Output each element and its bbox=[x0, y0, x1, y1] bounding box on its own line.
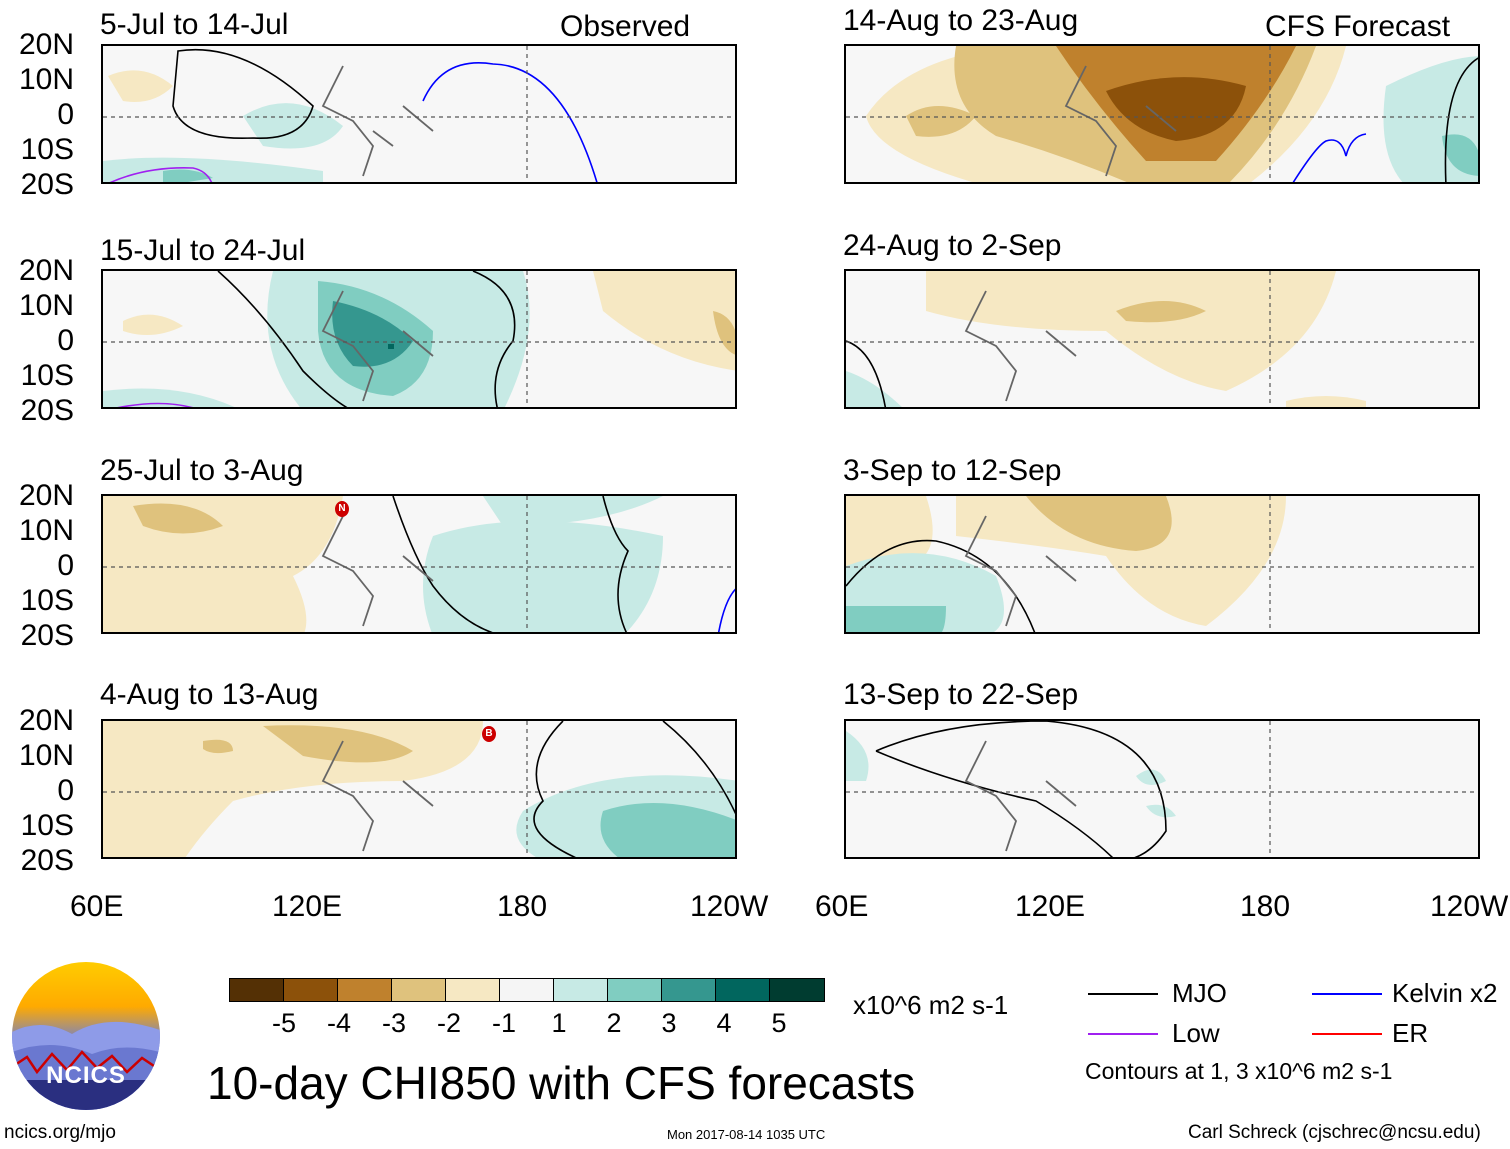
colorbar-tick: -3 bbox=[381, 1008, 406, 1038]
storm-marker: N bbox=[335, 501, 349, 517]
lat-label: 10N bbox=[18, 63, 74, 96]
map-panel-3 bbox=[101, 494, 737, 634]
panel-title-3: 25-Jul to 3-Aug bbox=[100, 454, 304, 487]
colorbar bbox=[229, 978, 825, 1002]
colorbar-tick: 2 bbox=[606, 1008, 622, 1038]
footer-timestamp: Mon 2017-08-14 1035 UTC bbox=[667, 1127, 826, 1142]
legend-line-er bbox=[1312, 1033, 1382, 1035]
colorbar-tick: -5 bbox=[271, 1008, 296, 1038]
panel-title-2: 15-Jul to 24-Jul bbox=[100, 234, 306, 267]
colorbar-swatch bbox=[230, 979, 284, 1001]
lat-label: 20N bbox=[18, 479, 74, 512]
colorbar-swatch bbox=[446, 979, 500, 1001]
legend-label-kelvin: Kelvin x2 bbox=[1392, 978, 1498, 1008]
legend-line-mjo bbox=[1088, 993, 1158, 995]
colorbar-swatch bbox=[770, 979, 824, 1001]
lat-label: 20S bbox=[20, 844, 74, 877]
footer-url[interactable]: ncics.org/mjo bbox=[4, 1122, 116, 1143]
lon-label: 60E bbox=[70, 890, 124, 923]
colorbar-units: x10^6 m2 s-1 bbox=[853, 990, 1009, 1020]
colorbar-tick: 4 bbox=[716, 1008, 732, 1038]
colorbar-swatch bbox=[554, 979, 608, 1001]
colorbar-swatch bbox=[500, 979, 554, 1001]
map-panel-8 bbox=[844, 719, 1480, 859]
colorbar-swatch bbox=[392, 979, 446, 1001]
colorbar-swatch bbox=[716, 979, 770, 1001]
legend-label-low: Low bbox=[1172, 1018, 1220, 1048]
forecast-label: CFS Forecast bbox=[1265, 10, 1451, 43]
lat-label: 0 bbox=[57, 774, 74, 807]
storm-marker: B bbox=[482, 726, 496, 742]
lat-label: 10N bbox=[18, 739, 74, 772]
map-panel-1-graphic bbox=[103, 46, 735, 182]
map-panel-4-graphic bbox=[103, 721, 735, 857]
colorbar-tick: -4 bbox=[326, 1008, 351, 1038]
colorbar-tick: -2 bbox=[436, 1008, 461, 1038]
lon-label: 120E bbox=[1015, 890, 1086, 923]
logo-text: NCICS bbox=[46, 1062, 126, 1089]
panel-title-1: 5-Jul to 14-Jul bbox=[100, 8, 289, 41]
lat-label: 20S bbox=[20, 168, 74, 201]
colorbar-tick: 1 bbox=[551, 1008, 567, 1038]
lat-label: 20N bbox=[18, 254, 74, 287]
lat-label: 10S bbox=[20, 809, 74, 842]
footer-author: Carl Schreck (cjschrec@ncsu.edu) bbox=[1188, 1122, 1481, 1143]
observed-label: Observed bbox=[560, 10, 691, 43]
map-panel-5-graphic bbox=[846, 46, 1478, 182]
lat-label: 20S bbox=[20, 394, 74, 427]
lon-label: 120W bbox=[690, 890, 769, 923]
lon-label: 120W bbox=[1430, 892, 1508, 922]
colorbar-swatch bbox=[662, 979, 716, 1001]
panel-title-5: 14-Aug to 23-Aug bbox=[843, 4, 1079, 37]
panel-title-8: 13-Sep to 22-Sep bbox=[843, 678, 1079, 711]
lon-label: 180 bbox=[497, 890, 548, 923]
lat-label: 10S bbox=[20, 133, 74, 166]
map-panel-6-graphic bbox=[846, 271, 1478, 407]
colorbar-swatch bbox=[284, 979, 338, 1001]
lon-label: 120E bbox=[272, 890, 343, 923]
map-panel-4 bbox=[101, 719, 737, 859]
panel-title-7: 3-Sep to 12-Sep bbox=[843, 454, 1062, 487]
lat-label: 20N bbox=[18, 704, 74, 737]
contours-note: Contours at 1, 3 x10^6 m2 s-1 bbox=[1085, 1058, 1393, 1084]
panel-title-6: 24-Aug to 2-Sep bbox=[843, 229, 1062, 262]
ncics-logo: NCICS bbox=[12, 962, 160, 1110]
map-panel-1 bbox=[101, 44, 737, 184]
colorbar-tick: -1 bbox=[491, 1008, 516, 1038]
colorbar-swatch bbox=[608, 979, 662, 1001]
map-panel-3-graphic bbox=[103, 496, 735, 632]
colorbar-tick: 3 bbox=[661, 1008, 677, 1038]
map-panel-2-graphic bbox=[103, 271, 735, 407]
legend-line-kelvin bbox=[1312, 993, 1382, 995]
lon-label: 180 bbox=[1240, 890, 1291, 923]
lat-label: 10S bbox=[20, 584, 74, 617]
colorbar-tick: 5 bbox=[771, 1008, 787, 1038]
lat-label: 10S bbox=[20, 359, 74, 392]
lat-label: 0 bbox=[57, 324, 74, 357]
map-panel-7 bbox=[844, 494, 1480, 634]
lat-label: 0 bbox=[57, 98, 74, 131]
panel-title-4: 4-Aug to 13-Aug bbox=[100, 678, 319, 711]
lat-label: 10N bbox=[18, 289, 74, 322]
legend-label-mjo: MJO bbox=[1172, 978, 1227, 1008]
main-title: 10-day CHI850 with CFS forecasts bbox=[207, 1057, 916, 1109]
map-panel-8-graphic bbox=[846, 721, 1478, 857]
mountain-icon bbox=[12, 1021, 160, 1110]
lat-label: 20S bbox=[20, 619, 74, 652]
map-panel-7-graphic bbox=[846, 496, 1478, 632]
lon-label: 60E bbox=[815, 890, 869, 923]
lat-label: 20N bbox=[18, 28, 74, 61]
map-panel-2 bbox=[101, 269, 737, 409]
lat-label: 0 bbox=[57, 549, 74, 582]
map-panel-5 bbox=[844, 44, 1480, 184]
colorbar-swatch bbox=[338, 979, 392, 1001]
legend-label-er: ER bbox=[1392, 1018, 1429, 1048]
legend-line-low bbox=[1088, 1033, 1158, 1035]
lat-label: 10N bbox=[18, 514, 74, 547]
map-panel-6 bbox=[844, 269, 1480, 409]
